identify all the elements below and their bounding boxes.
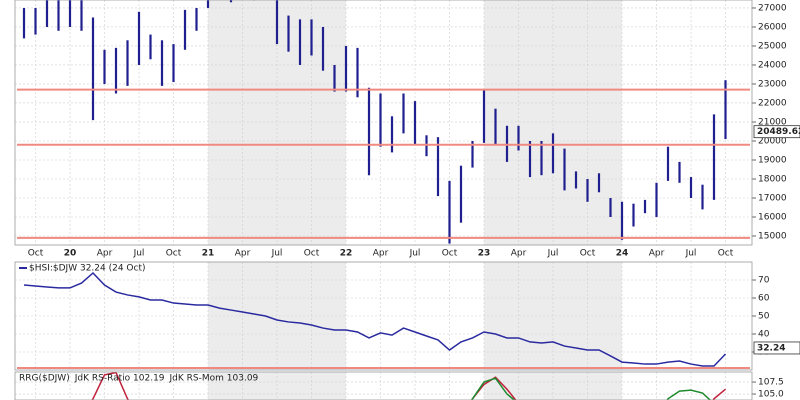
y-tick-label: 50 — [758, 312, 770, 322]
y-tick-label: 22000 — [758, 98, 787, 108]
y-tick-label: 40 — [758, 330, 770, 340]
y-tick-label: 27000 — [758, 3, 787, 13]
panel-background — [15, 372, 752, 400]
legend-label: JdK RS-Ratio 102.19 — [74, 374, 165, 384]
y-tick-label: 70 — [758, 276, 770, 286]
x-tick-label: Apr — [373, 249, 389, 259]
x-tick-label: 22 — [340, 249, 353, 259]
x-tick-label: Apr — [97, 249, 113, 259]
last-value-label: 20489.62 — [757, 127, 800, 137]
legend-label: JdK RS-Mom 103.09 — [169, 374, 259, 384]
panel-title: RRG($DJW) — [19, 374, 70, 384]
panel-title: $HSI:$DJW 32.24 (24 Oct) — [29, 264, 146, 274]
y-tick-label: 15000 — [758, 231, 787, 241]
last-value-label: 32.24 — [757, 343, 785, 353]
x-tick-label: Oct — [304, 249, 320, 259]
x-tick-label: 24 — [616, 249, 629, 259]
x-tick-label: Oct — [442, 249, 458, 259]
last-value-box — [753, 341, 800, 355]
x-tick-label: Jul — [547, 249, 559, 259]
panel-border — [14, 0, 753, 246]
x-tick-label: Oct — [166, 249, 182, 259]
x-tick-label: 23 — [478, 249, 491, 259]
panel — [15, 372, 752, 400]
x-tick-label: Oct — [718, 249, 734, 259]
y-tick-label: 16000 — [758, 212, 787, 222]
y-tick-label: 20000 — [758, 136, 787, 146]
x-tick-label: Apr — [511, 249, 527, 259]
panel-background — [15, 0, 752, 245]
panel-border — [14, 371, 753, 400]
y-tick-label: 21000 — [758, 117, 787, 127]
x-tick-label: Jul — [409, 249, 421, 259]
x-tick-label: Apr — [235, 249, 251, 259]
y-tick-label: 60 — [758, 294, 770, 304]
y-tick-label: 105.0 — [758, 390, 784, 400]
panel — [15, 271, 752, 370]
y-tick-label: 23000 — [758, 79, 787, 89]
x-tick-label: Apr — [649, 249, 665, 259]
panel — [15, 0, 752, 244]
y-tick-label: 107.5 — [758, 378, 784, 388]
last-value-box — [753, 125, 800, 139]
y-tick-label: 24000 — [758, 60, 787, 70]
y-tick-label: 26000 — [758, 22, 787, 32]
y-tick-label: 25000 — [758, 41, 787, 51]
x-tick-label: Oct — [28, 249, 44, 259]
x-tick-label: 21 — [202, 249, 215, 259]
x-tick-label: 20 — [64, 249, 77, 259]
x-tick-label: Jul — [685, 249, 697, 259]
y-tick-label: 19000 — [758, 155, 787, 165]
panel-border — [14, 261, 753, 371]
y-tick-label: 17000 — [758, 193, 787, 203]
y-tick-label: 18000 — [758, 174, 787, 184]
series-line — [23, 271, 727, 367]
x-tick-label: Oct — [580, 249, 596, 259]
x-tick-label: Jul — [133, 249, 145, 259]
x-tick-label: Jul — [271, 249, 283, 259]
